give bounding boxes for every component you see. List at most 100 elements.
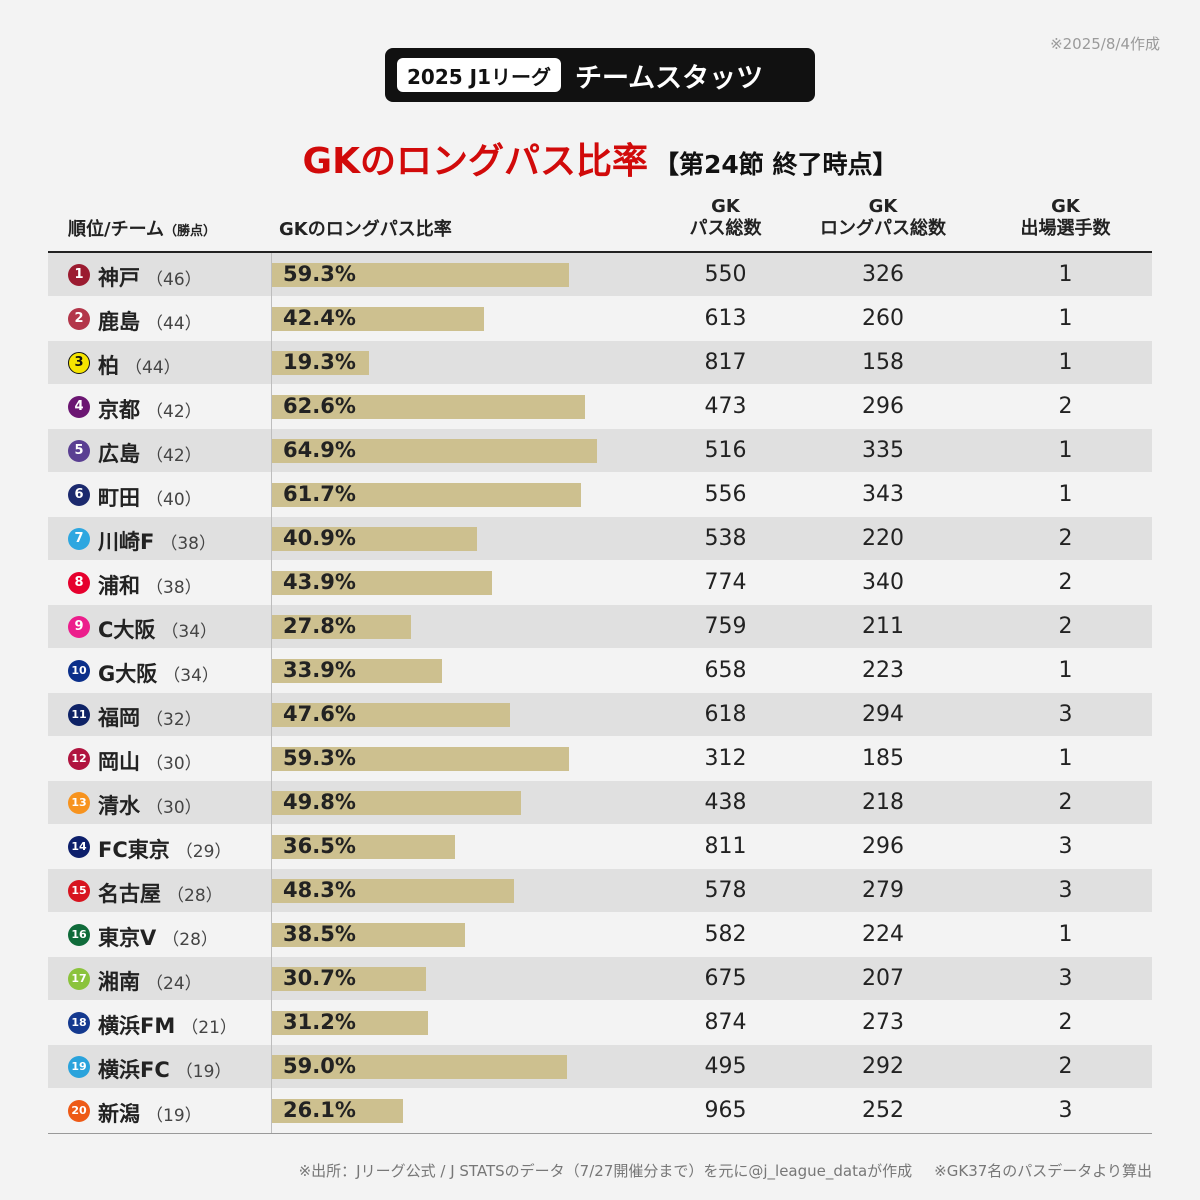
- team-points: （30）: [146, 754, 202, 774]
- rank-badge: 2: [68, 308, 90, 330]
- header-ratio: GKのロングパス比率: [279, 219, 452, 240]
- team-label: 神戸: [98, 266, 140, 290]
- team-name: 横浜FM （21）: [98, 1010, 237, 1040]
- player-count: 1: [1058, 482, 1073, 507]
- rank-badge: 20: [68, 1100, 90, 1122]
- chart-title: GKのロングパス比率 【第24節 終了時点】: [0, 132, 1200, 184]
- long-pass-total: 220: [862, 526, 904, 551]
- table-row: 2 鹿島 （44） 42.4% 613 260 1: [48, 297, 1152, 341]
- long-pass-total: 224: [862, 922, 904, 947]
- table-body: 1 神戸 （46） 59.3% 550 326 1 2 鹿島 （44） 42.4% 613 260 1 3 柏…: [48, 253, 1152, 1133]
- team-name: 京都 （42）: [98, 394, 202, 424]
- team-label: 横浜FC: [98, 1058, 170, 1082]
- ratio-label: 40.9%: [283, 526, 356, 550]
- table-row: 5 広島 （42） 64.9% 516 335 1: [48, 429, 1152, 473]
- table-row: 18 横浜FM （21） 31.2% 874 273 2: [48, 1001, 1152, 1045]
- team-points: （42）: [146, 446, 202, 466]
- team-name: 広島 （42）: [98, 438, 202, 468]
- team-name: FC東京 （29）: [98, 834, 231, 864]
- ratio-label: 36.5%: [283, 834, 356, 858]
- player-count: 3: [1058, 966, 1073, 991]
- pass-total: 759: [704, 614, 747, 639]
- table-row: 6 町田 （40） 61.7% 556 343 1: [48, 473, 1152, 517]
- team-points: （28）: [167, 886, 223, 906]
- header-team: 順位/チーム（勝点）: [68, 219, 217, 240]
- header-long-passes: GK ロングパス総数: [820, 196, 946, 239]
- badge-title: チームスタッツ: [574, 62, 764, 94]
- player-count: 1: [1058, 922, 1073, 947]
- rank-badge: 18: [68, 1012, 90, 1034]
- long-pass-total: 273: [862, 1010, 904, 1035]
- long-pass-total: 326: [862, 262, 904, 287]
- team-label: 東京V: [98, 926, 157, 950]
- pass-total: 538: [704, 526, 747, 551]
- team-label: 湘南: [98, 970, 140, 994]
- pass-total: 582: [704, 922, 747, 947]
- rank-badge: 15: [68, 880, 90, 902]
- pass-total: 774: [704, 570, 747, 595]
- team-points: （38）: [160, 534, 216, 554]
- table-row: 3 柏 （44） 19.3% 817 158 1: [48, 341, 1152, 385]
- pass-total: 312: [704, 746, 747, 771]
- title-sub: 【第24節 終了時点】: [653, 150, 898, 179]
- team-points: （34）: [161, 622, 218, 642]
- pass-total: 811: [704, 834, 747, 859]
- team-label: G大阪: [98, 662, 158, 686]
- footer-source: ※出所：Jリーグ公式 / J STATSのデータ（7/27開催分まで）を元に@j…: [298, 1162, 913, 1180]
- rank-badge: 3: [68, 352, 90, 374]
- player-count: 1: [1058, 438, 1073, 463]
- player-count: 2: [1058, 790, 1073, 815]
- ratio-bar: [272, 659, 442, 683]
- pass-total: 550: [704, 262, 747, 287]
- rank-badge: 6: [68, 484, 90, 506]
- rank-badge: 17: [68, 968, 90, 990]
- long-pass-total: 158: [862, 350, 904, 375]
- bar-axis-line: [271, 253, 272, 1133]
- table-row: 14 FC東京 （29） 36.5% 811 296 3: [48, 825, 1152, 869]
- table-row: 15 名古屋 （28） 48.3% 578 279 3: [48, 869, 1152, 913]
- ratio-bar: [272, 571, 492, 595]
- pass-total: 578: [704, 878, 747, 903]
- ratio-bar: [272, 835, 455, 859]
- team-label: 広島: [98, 442, 140, 466]
- team-points: （24）: [146, 974, 202, 994]
- team-name: 神戸 （46）: [98, 262, 202, 292]
- created-date: ※2025/8/4作成: [1050, 35, 1160, 53]
- table-row: 12 岡山 （30） 59.3% 312 185 1: [48, 737, 1152, 781]
- pass-total: 473: [704, 394, 747, 419]
- ratio-bar: [272, 263, 569, 287]
- ratio-label: 19.3%: [283, 350, 356, 374]
- rank-badge: 11: [68, 704, 90, 726]
- table-header: 順位/チーム（勝点） GKのロングパス比率 GK パス総数 GK ロングパス総数 G…: [48, 196, 1152, 252]
- ratio-label: 62.6%: [283, 394, 356, 418]
- ratio-bar: [272, 439, 597, 463]
- long-pass-total: 279: [862, 878, 904, 903]
- ratio-bar: [272, 615, 411, 639]
- ratio-label: 27.8%: [283, 614, 356, 638]
- team-name: 横浜FC （19）: [98, 1054, 231, 1084]
- team-points: （28）: [162, 930, 218, 950]
- ratio-bar: [272, 307, 484, 331]
- player-count: 2: [1058, 1054, 1073, 1079]
- long-pass-total: 218: [862, 790, 904, 815]
- ratio-label: 31.2%: [283, 1010, 356, 1034]
- table-row: 16 東京V （28） 38.5% 582 224 1: [48, 913, 1152, 957]
- long-pass-total: 340: [862, 570, 904, 595]
- long-pass-total: 335: [862, 438, 904, 463]
- long-pass-total: 296: [862, 394, 904, 419]
- team-name: G大阪 （34）: [98, 658, 219, 688]
- team-name: 湘南 （24）: [98, 966, 202, 996]
- player-count: 1: [1058, 350, 1073, 375]
- pass-total: 495: [704, 1054, 747, 1079]
- footer-note: ※GK37名のパスデータより算出: [934, 1162, 1152, 1180]
- rank-badge: 4: [68, 396, 90, 418]
- team-name: 名古屋 （28）: [98, 878, 223, 908]
- rank-badge: 8: [68, 572, 90, 594]
- team-label: 名古屋: [98, 882, 161, 906]
- team-name: 清水 （30）: [98, 790, 202, 820]
- team-label: 町田: [98, 486, 140, 510]
- header-divider: [48, 251, 1152, 253]
- long-pass-total: 292: [862, 1054, 904, 1079]
- ratio-label: 48.3%: [283, 878, 356, 902]
- ratio-label: 47.6%: [283, 702, 356, 726]
